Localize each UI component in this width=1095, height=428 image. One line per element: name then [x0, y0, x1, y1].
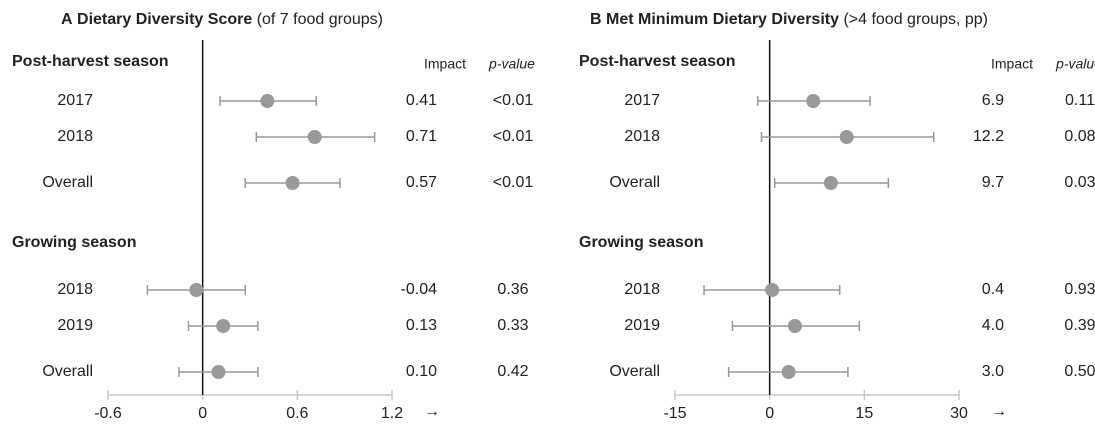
- x-tick-label: -15: [663, 405, 686, 422]
- point-estimate: [806, 94, 821, 108]
- x-tick-label: 0: [765, 405, 774, 422]
- x-tick-label: 0.6: [286, 405, 308, 422]
- axis-arrow: →: [991, 403, 1007, 420]
- p-value: 0.36: [497, 281, 528, 298]
- p-value: 0.93: [1064, 281, 1095, 298]
- impact-value: 0.4: [982, 281, 1004, 298]
- row-label: 2017: [624, 92, 660, 109]
- impact-value: 12.2: [973, 128, 1004, 145]
- point-estimate: [765, 283, 780, 297]
- impact-value: -0.04: [401, 281, 438, 298]
- point-estimate: [823, 176, 838, 190]
- group-label: Post-harvest season: [12, 53, 169, 70]
- row-label: Overall: [42, 174, 93, 191]
- title-sub: (of 7 food groups): [257, 11, 383, 28]
- impact-value: 0.13: [406, 317, 437, 334]
- row-label: 2019: [624, 317, 660, 334]
- row-label: 2019: [57, 317, 93, 334]
- pvalue-header: p-value: [488, 56, 535, 72]
- point-estimate: [216, 319, 231, 333]
- p-value: <0.01: [493, 174, 534, 191]
- point-estimate: [839, 130, 854, 144]
- row-label: 2018: [57, 281, 93, 298]
- group-label: Post-harvest season: [579, 53, 736, 70]
- panel-title: B Met Minimum Dietary Diversity (>4 food…: [590, 11, 988, 28]
- point-estimate: [285, 176, 300, 190]
- group-label: Growing season: [12, 234, 136, 251]
- point-estimate: [307, 130, 322, 144]
- x-tick-label: 15: [855, 405, 873, 422]
- row-label: Overall: [609, 174, 660, 191]
- row-label: 2018: [624, 281, 660, 298]
- impact-value: 0.41: [406, 92, 437, 109]
- impact-value: 0.10: [406, 363, 437, 380]
- p-value: 0.42: [497, 363, 528, 380]
- point-estimate: [189, 283, 204, 297]
- x-tick-label: 30: [950, 405, 968, 422]
- x-tick-label: -0.6: [94, 405, 122, 422]
- p-value: 0.11: [1065, 92, 1095, 109]
- impact-value: 4.0: [982, 317, 1004, 334]
- x-tick-label: 1.2: [381, 405, 403, 422]
- title-main: Met Minimum Dietary Diversity: [606, 11, 839, 28]
- point-estimate: [781, 365, 796, 379]
- impact-value: 0.71: [406, 128, 437, 145]
- row-label: 2018: [624, 128, 660, 145]
- p-value: <0.01: [493, 128, 534, 145]
- row-label: 2018: [57, 128, 93, 145]
- axis-arrow: →: [424, 403, 440, 420]
- group-label: Growing season: [579, 234, 703, 251]
- impact-header: Impact: [991, 56, 1033, 72]
- impact-value: 3.0: [982, 363, 1004, 380]
- row-label: Overall: [42, 363, 93, 380]
- panel-letter: A: [61, 11, 73, 28]
- p-value: 0.08: [1064, 128, 1095, 145]
- point-estimate: [211, 365, 226, 379]
- title-sub: (>4 food groups, pp): [843, 11, 988, 28]
- point-estimate: [787, 319, 802, 333]
- impact-value: 6.9: [982, 92, 1004, 109]
- panel-letter: B: [590, 11, 602, 28]
- row-label: 2017: [57, 92, 93, 109]
- p-value: 0.50: [1064, 363, 1095, 380]
- p-value: 0.39: [1064, 317, 1095, 334]
- p-value: 0.33: [497, 317, 528, 334]
- title-main: Dietary Diversity Score: [77, 11, 252, 28]
- impact-header: Impact: [424, 56, 466, 72]
- pvalue-header: p-value: [1055, 56, 1095, 72]
- row-label: Overall: [609, 363, 660, 380]
- x-tick-label: 0: [198, 405, 207, 422]
- impact-value: 9.7: [982, 174, 1004, 191]
- impact-value: 0.57: [406, 174, 437, 191]
- p-value: 0.03: [1064, 174, 1095, 191]
- panel-title: A Dietary Diversity Score (of 7 food gro…: [61, 11, 383, 28]
- point-estimate: [260, 94, 275, 108]
- p-value: <0.01: [493, 92, 534, 109]
